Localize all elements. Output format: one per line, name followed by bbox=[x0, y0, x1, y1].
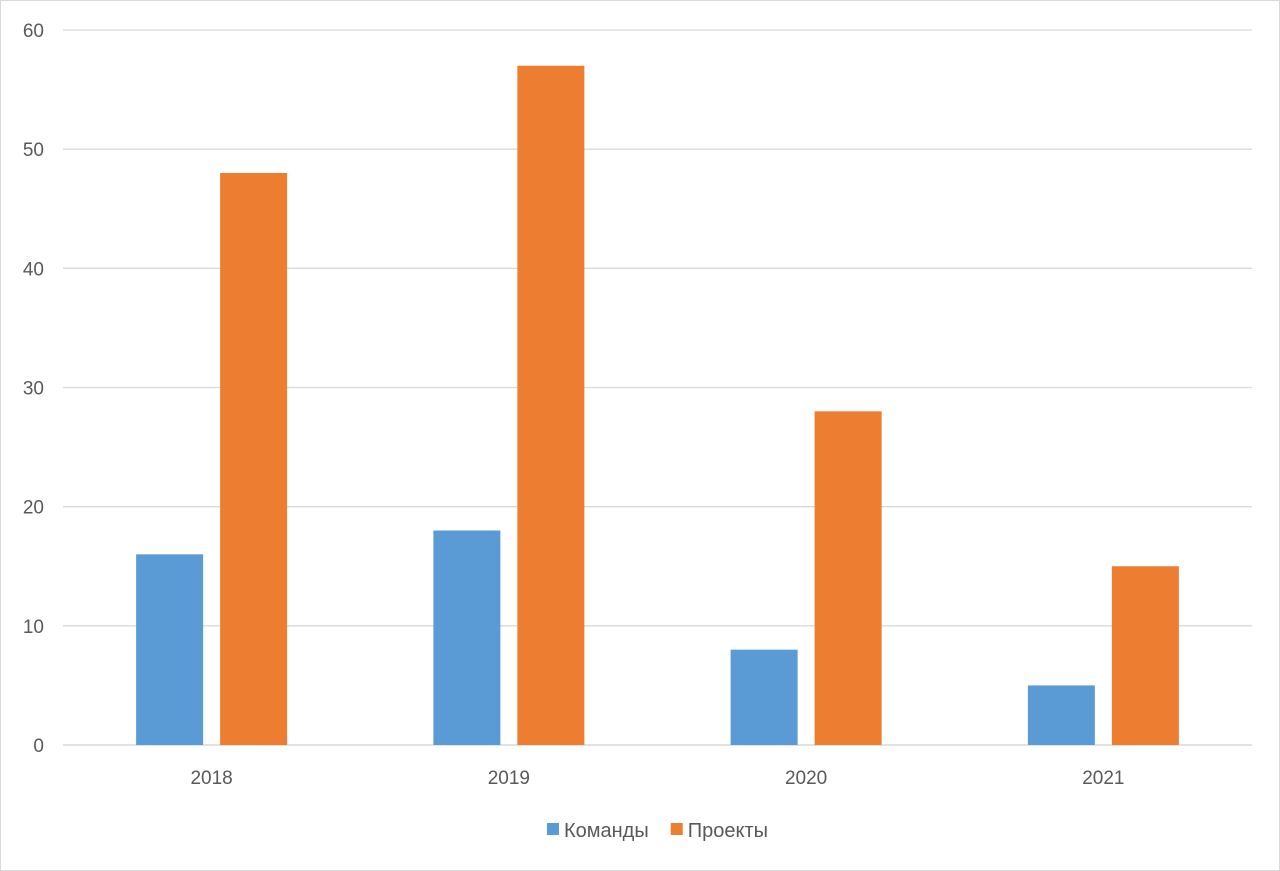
y-axis-ticks: 0 10 20 30 40 50 60 bbox=[23, 21, 44, 757]
legend-item-1: Команды bbox=[546, 820, 649, 842]
legend: Команды Проекты bbox=[546, 820, 768, 842]
bar-series-2-2018 bbox=[220, 173, 288, 745]
bar-series-1-2019 bbox=[433, 530, 501, 745]
x-tick-label: 2020 bbox=[785, 768, 827, 789]
x-axis-ticks: 2018 2019 2020 2021 bbox=[190, 768, 1124, 789]
legend-item-2: Проекты bbox=[670, 820, 768, 842]
x-tick-label: 2018 bbox=[190, 768, 232, 789]
bar-series-1-2018 bbox=[136, 554, 204, 745]
bar-series-1-2021 bbox=[1027, 685, 1095, 745]
legend-swatch bbox=[546, 823, 559, 835]
bar-series-2-2021 bbox=[1111, 566, 1179, 745]
y-tick-label: 40 bbox=[23, 259, 44, 280]
bar-series-2-2019 bbox=[517, 65, 585, 745]
y-tick-label: 30 bbox=[23, 379, 44, 400]
legend-swatch bbox=[670, 823, 683, 835]
bar-series-2-2020 bbox=[814, 411, 882, 745]
y-tick-label: 0 bbox=[33, 736, 44, 757]
y-tick-label: 10 bbox=[23, 617, 44, 638]
y-tick-label: 60 bbox=[23, 21, 44, 42]
x-tick-label: 2021 bbox=[1082, 768, 1124, 789]
y-tick-label: 50 bbox=[23, 140, 44, 161]
legend-label: Проекты bbox=[688, 820, 768, 842]
legend-label: Команды bbox=[564, 820, 649, 842]
x-tick-label: 2019 bbox=[488, 768, 530, 789]
bar-series-1-2020 bbox=[730, 649, 798, 745]
y-tick-label: 20 bbox=[23, 498, 44, 519]
bars bbox=[136, 65, 1179, 745]
